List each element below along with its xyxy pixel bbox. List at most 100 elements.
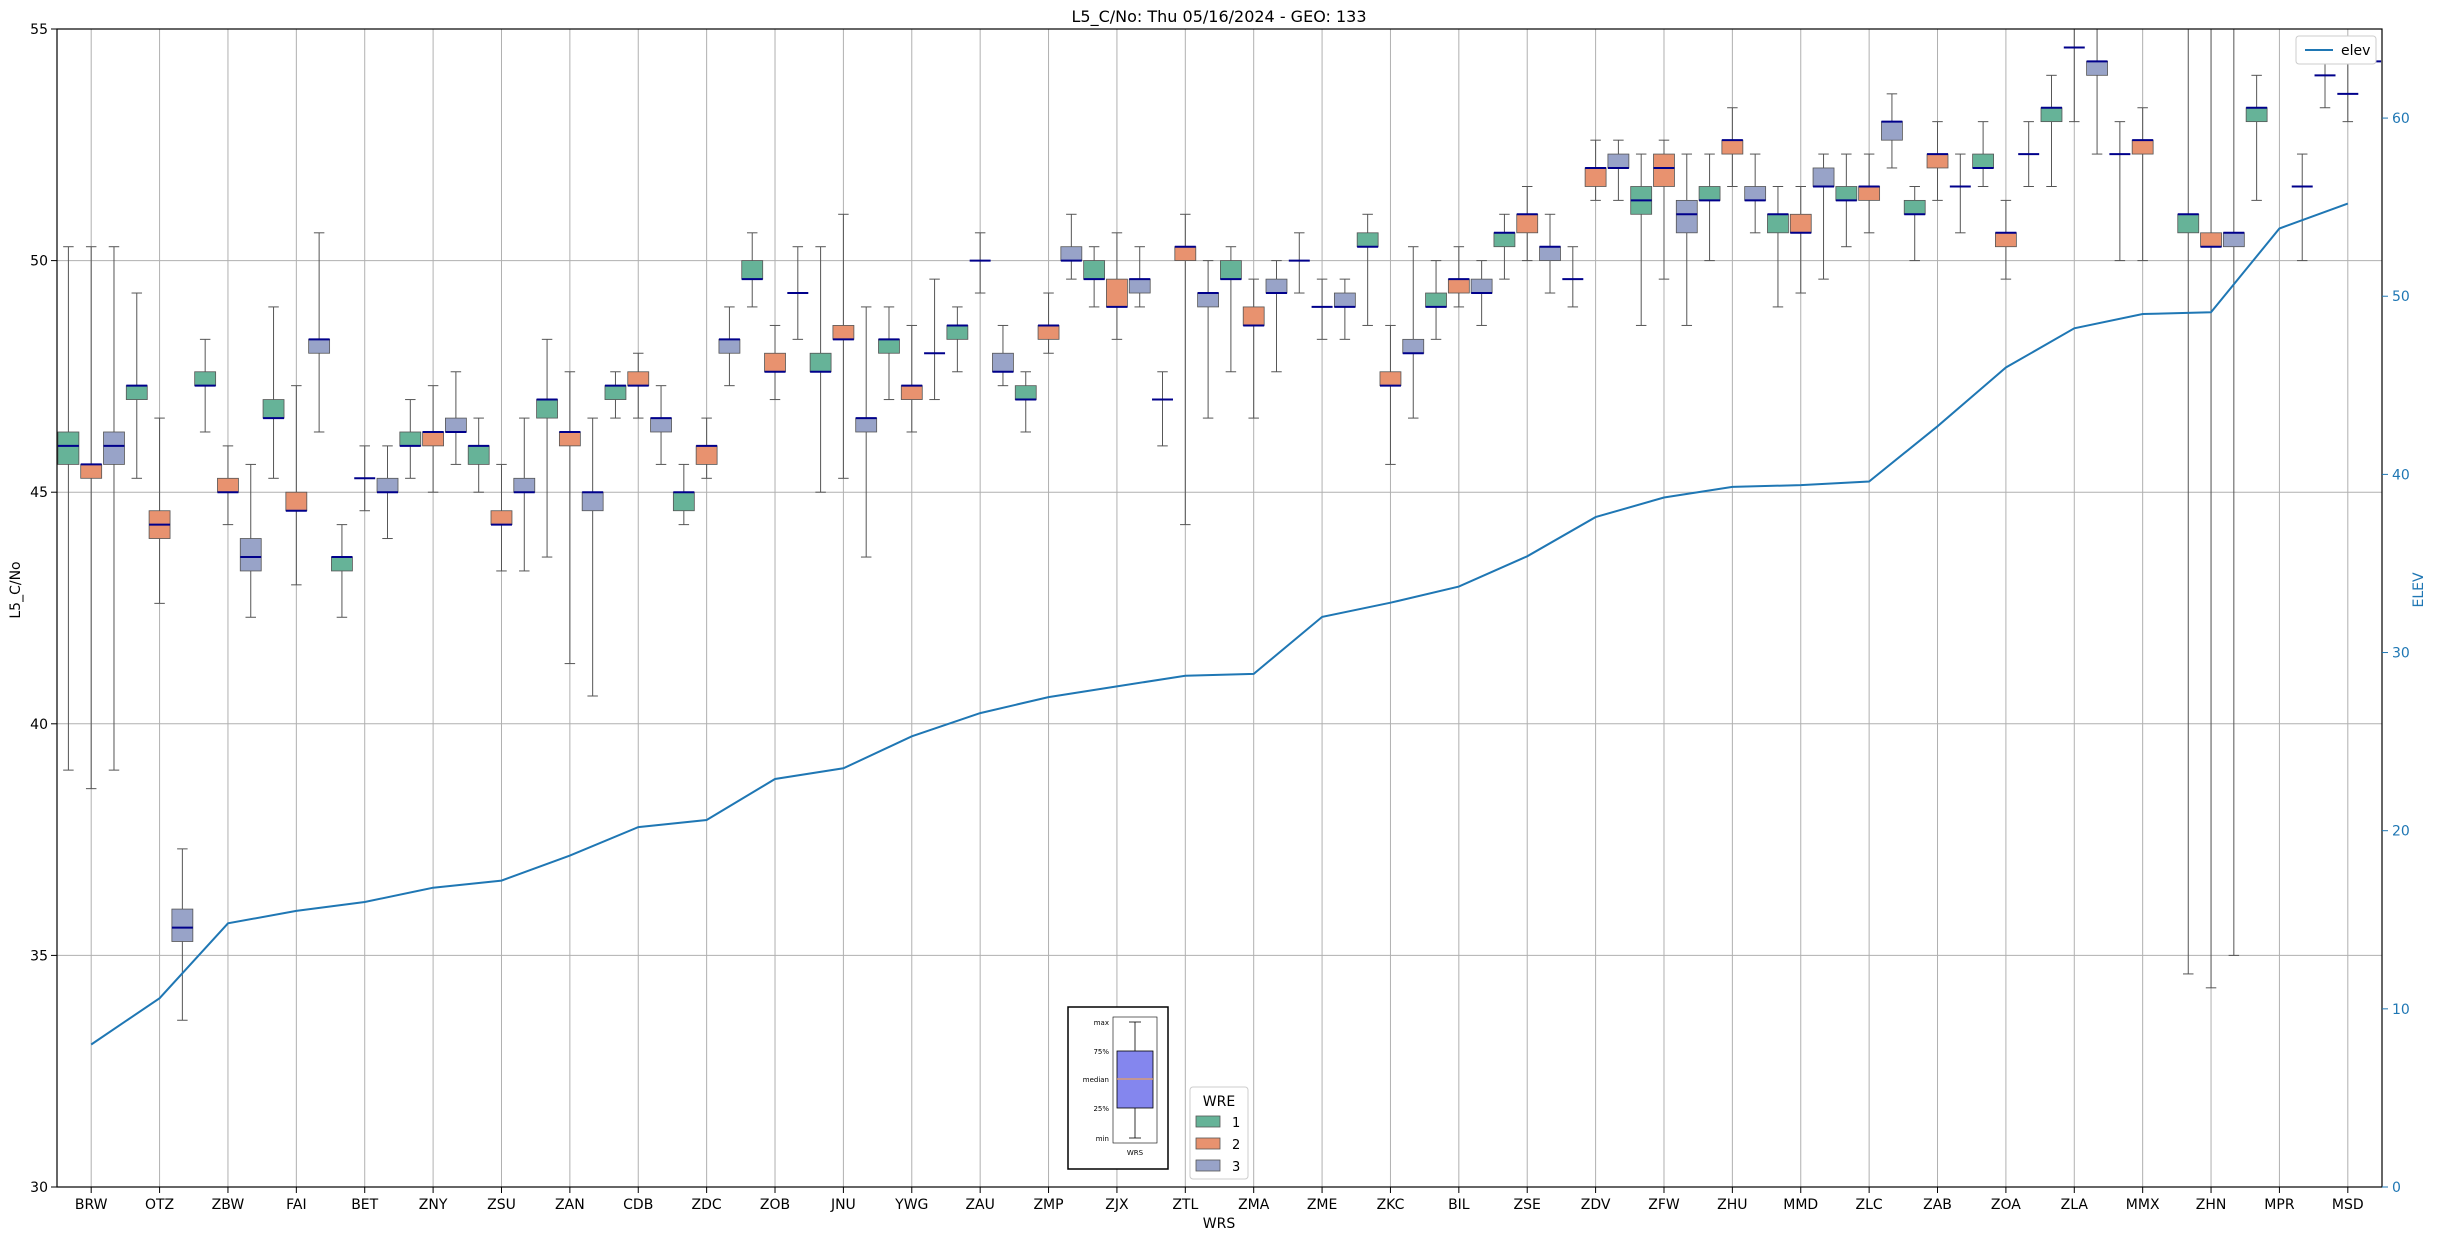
box-body bbox=[1721, 139, 1744, 155]
box-plot-zab-wre3 bbox=[1949, 153, 1971, 234]
box-plot-zdc-wre1 bbox=[672, 463, 695, 526]
box-plot-zsu-wre1 bbox=[467, 417, 490, 493]
box-body bbox=[627, 371, 650, 387]
box-plot-zau-wre1 bbox=[946, 306, 969, 373]
box-plot-zkc-wre1 bbox=[1356, 213, 1379, 326]
x-tick-label: ZSU bbox=[487, 1197, 516, 1213]
x-tick-label: ZHU bbox=[1717, 1197, 1747, 1213]
box-body bbox=[239, 538, 262, 572]
x-tick-label: FAI bbox=[286, 1197, 306, 1213]
box-plot-bet-wre2 bbox=[354, 445, 376, 512]
box-body bbox=[2245, 107, 2268, 123]
box-body bbox=[1333, 292, 1356, 308]
box-body bbox=[1675, 199, 1698, 234]
box-plot-zjx-wre2 bbox=[1106, 232, 1128, 340]
box-body bbox=[1425, 292, 1447, 308]
box-plot-zbw-wre1 bbox=[194, 338, 217, 433]
box-plot-zsu-wre2 bbox=[490, 463, 513, 572]
x-tick-label: BET bbox=[351, 1197, 378, 1213]
y-tick-label: 35 bbox=[30, 948, 48, 964]
box-plot-zfw-wre1 bbox=[1630, 153, 1653, 326]
box-plot-zan-wre3 bbox=[581, 417, 604, 697]
box-body bbox=[581, 491, 604, 512]
box-plot-jnu-wre1 bbox=[809, 246, 832, 493]
x-tick-label: ZOB bbox=[760, 1197, 790, 1213]
box-body bbox=[1789, 213, 1812, 234]
box-body bbox=[1516, 213, 1539, 234]
box-plot-zme-wre1 bbox=[1288, 232, 1310, 294]
x-tick-label: ZNY bbox=[419, 1197, 448, 1213]
box-plot-zse-wre3 bbox=[1539, 213, 1561, 294]
box-plot-zny-wre2 bbox=[422, 385, 444, 493]
box-body bbox=[422, 431, 444, 447]
wre-legend-swatch-1 bbox=[1195, 1115, 1221, 1128]
box-plot-fai-wre2 bbox=[285, 385, 308, 586]
box-body bbox=[1835, 186, 1858, 201]
x-tick-label: ZLC bbox=[1856, 1197, 1883, 1213]
box-body bbox=[1265, 278, 1288, 294]
box-plot-zau-wre3 bbox=[992, 324, 1014, 387]
box-plot-zhu-wre1 bbox=[1698, 153, 1721, 262]
box-body bbox=[1881, 121, 1903, 141]
box-plot-zoa-wre2 bbox=[1995, 199, 2017, 280]
box-body bbox=[832, 325, 855, 340]
box-body bbox=[57, 431, 80, 465]
box-body bbox=[1493, 232, 1516, 248]
boxplot-key-min-label: min bbox=[1096, 1135, 1109, 1143]
box-plot-zlc-wre3 bbox=[1881, 93, 1903, 169]
y2-tick-label: 60 bbox=[2392, 111, 2410, 127]
x-tick-label: BRW bbox=[75, 1197, 108, 1213]
box-body bbox=[1767, 213, 1789, 234]
x-tick-label: JNU bbox=[830, 1197, 856, 1213]
box-plot-mmd-wre1 bbox=[1767, 185, 1789, 308]
box-body bbox=[1356, 232, 1379, 248]
box-body bbox=[900, 385, 923, 400]
boxplot-key-q3-label: 75% bbox=[1093, 1048, 1109, 1056]
x-tick-label: ZFW bbox=[1648, 1197, 1680, 1213]
box-body bbox=[1242, 306, 1265, 326]
x-tick-label: ZME bbox=[1307, 1197, 1338, 1213]
box-body bbox=[672, 491, 695, 512]
x-tick-label: OTZ bbox=[145, 1197, 174, 1213]
boxplot-key-xlabel: WRS bbox=[1127, 1149, 1144, 1157]
box-body bbox=[513, 477, 536, 493]
boxplot-key-max-label: max bbox=[1094, 1019, 1109, 1027]
box-plot-cdb-wre1 bbox=[604, 371, 627, 419]
x-tick-label: MMX bbox=[2126, 1197, 2160, 1213]
box-body bbox=[376, 477, 399, 493]
x-tick-label: ZDV bbox=[1581, 1197, 1611, 1213]
box-plot-zab-wre2 bbox=[1926, 121, 1949, 201]
box-body bbox=[1014, 385, 1037, 400]
box-plot-zan-wre1 bbox=[536, 338, 558, 558]
box-plot-zma-wre1 bbox=[1220, 246, 1242, 373]
box-plot-brw-wre2 bbox=[80, 246, 103, 790]
x-tick-label: ZMA bbox=[1238, 1197, 1270, 1213]
box-plot-zme-wre3 bbox=[1333, 278, 1356, 340]
box-plot-zjx-wre1 bbox=[1083, 246, 1106, 308]
box-plot-zjx-wre3 bbox=[1128, 246, 1151, 308]
box-body bbox=[2040, 107, 2063, 123]
box-plot-mmd-wre2 bbox=[1789, 185, 1812, 294]
box-plot-ywg-wre1 bbox=[878, 306, 900, 401]
y-tick-label: 45 bbox=[30, 485, 48, 501]
box-plot-zla-wre3 bbox=[2086, 28, 2108, 155]
box-plot-mmx-wre2 bbox=[2131, 107, 2154, 262]
box-plot-zoa-wre1 bbox=[1972, 121, 1994, 187]
box-body bbox=[80, 464, 103, 479]
elev-legend: elev bbox=[2295, 35, 2377, 65]
x-tick-label: MPR bbox=[2264, 1197, 2295, 1213]
box-plot-mpr-wre3 bbox=[2291, 153, 2313, 262]
box-plot-cdb-wre2 bbox=[627, 352, 650, 419]
box-plot-zlc-wre1 bbox=[1835, 153, 1858, 248]
box-body bbox=[1812, 167, 1835, 187]
box-body bbox=[103, 431, 125, 465]
box-body bbox=[1379, 371, 1402, 387]
box-body bbox=[171, 908, 194, 942]
box-plot-zsu-wre3 bbox=[513, 417, 536, 572]
wre-legend-title: WRE bbox=[1203, 1094, 1235, 1110]
box-body bbox=[1744, 186, 1767, 201]
boxplot-key-q1-label: 25% bbox=[1093, 1105, 1109, 1113]
box-plot-zmp-wre1 bbox=[1014, 371, 1037, 433]
box-plot-zkc-wre3 bbox=[1402, 246, 1425, 419]
